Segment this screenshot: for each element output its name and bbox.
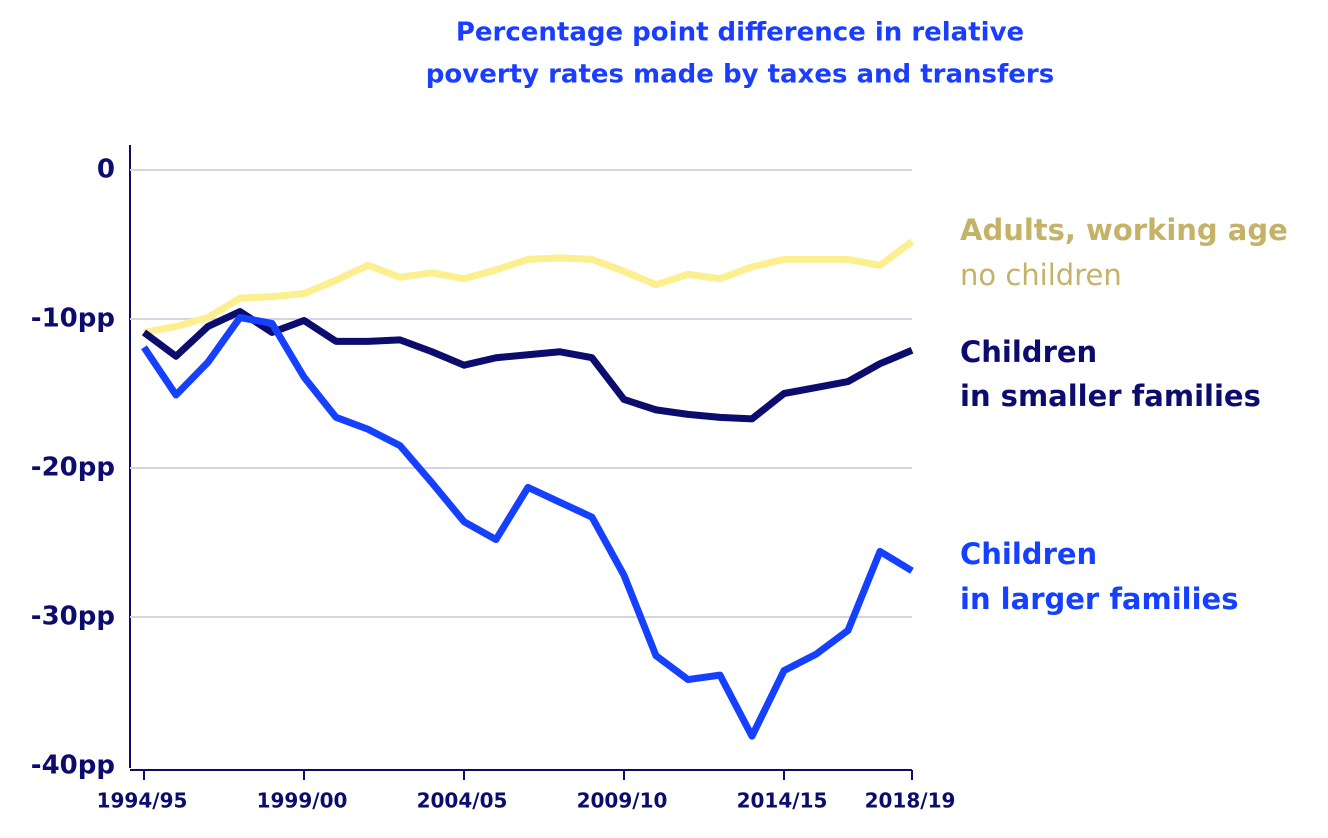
legend-label: in smaller families <box>960 379 1261 413</box>
y-tick-label: -20pp <box>31 453 115 483</box>
x-tick-label: 1994/95 <box>97 789 188 813</box>
legend-label: in larger families <box>960 582 1238 616</box>
series-line <box>143 238 915 336</box>
x-tick-label: 2004/05 <box>417 789 508 813</box>
x-tick-label: 2009/10 <box>577 789 668 813</box>
legend-label: Adults, working age <box>960 213 1288 247</box>
legend-label: no children <box>960 258 1122 292</box>
y-tick-label: 0 <box>97 155 115 185</box>
x-tick-label: 2014/15 <box>737 789 828 813</box>
series-line <box>141 308 914 423</box>
chart-title: poverty rates made by taxes and transfer… <box>426 60 1054 90</box>
x-tick-label: 2018/19 <box>865 789 956 813</box>
y-tick-label: -40pp <box>31 751 115 781</box>
x-tick-label: 1999/00 <box>257 789 348 813</box>
legend-label: Children <box>960 335 1097 369</box>
legend-label: Children <box>960 537 1097 571</box>
y-tick-label: -30pp <box>31 602 115 632</box>
y-tick-label: -10pp <box>31 304 115 334</box>
chart-title: Percentage point difference in relative <box>456 18 1024 48</box>
series-line <box>141 314 914 740</box>
